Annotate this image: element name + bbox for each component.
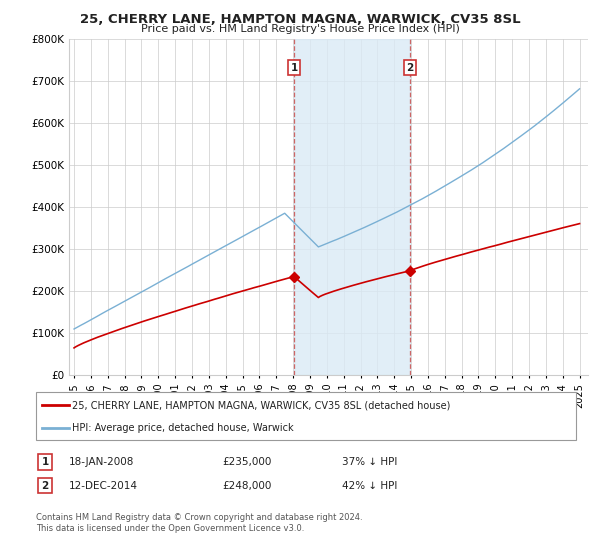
Text: HPI: Average price, detached house, Warwick: HPI: Average price, detached house, Warw… bbox=[72, 423, 293, 433]
Text: This data is licensed under the Open Government Licence v3.0.: This data is licensed under the Open Gov… bbox=[36, 524, 304, 533]
Text: £235,000: £235,000 bbox=[222, 457, 271, 467]
Text: 12-DEC-2014: 12-DEC-2014 bbox=[69, 480, 138, 491]
Text: Contains HM Land Registry data © Crown copyright and database right 2024.: Contains HM Land Registry data © Crown c… bbox=[36, 513, 362, 522]
Text: 25, CHERRY LANE, HAMPTON MAGNA, WARWICK, CV35 8SL: 25, CHERRY LANE, HAMPTON MAGNA, WARWICK,… bbox=[80, 13, 520, 26]
Text: 37% ↓ HPI: 37% ↓ HPI bbox=[342, 457, 397, 467]
Text: 2: 2 bbox=[41, 480, 49, 491]
Text: 1: 1 bbox=[41, 457, 49, 467]
Text: 1: 1 bbox=[290, 63, 298, 73]
Text: 42% ↓ HPI: 42% ↓ HPI bbox=[342, 480, 397, 491]
Text: 2: 2 bbox=[406, 63, 413, 73]
Text: 25, CHERRY LANE, HAMPTON MAGNA, WARWICK, CV35 8SL (detached house): 25, CHERRY LANE, HAMPTON MAGNA, WARWICK,… bbox=[72, 400, 451, 410]
Text: £248,000: £248,000 bbox=[222, 480, 271, 491]
Bar bbox=[294, 39, 410, 375]
Text: 18-JAN-2008: 18-JAN-2008 bbox=[69, 457, 134, 467]
Text: Price paid vs. HM Land Registry's House Price Index (HPI): Price paid vs. HM Land Registry's House … bbox=[140, 24, 460, 34]
